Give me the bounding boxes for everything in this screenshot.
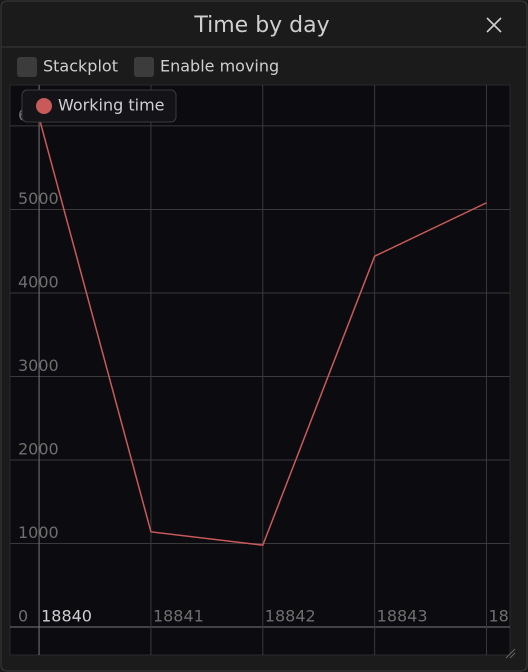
y-tick-label: 0 [18,607,28,626]
checkbox[interactable] [134,57,154,77]
y-tick-label: 1000 [18,523,59,542]
line-series [38,117,487,546]
x-tick-label: 18844 [489,607,528,626]
y-tick-label: 3000 [18,356,59,375]
resize-handle[interactable] [505,648,516,659]
checkbox[interactable] [17,57,37,77]
x-tick-label: 18843 [377,607,428,626]
checkbox-label[interactable]: Stackplot [43,57,118,76]
checkbox-label[interactable]: Enable moving [160,57,279,76]
legend-swatch [36,98,52,114]
plot-area[interactable] [9,84,511,656]
legend-label: Working time [58,96,165,115]
window-title: Time by day [193,13,329,38]
x-tick-label: 18842 [265,607,316,626]
y-tick-label: 2000 [18,439,59,458]
y-tick-label: 4000 [18,272,59,291]
legend-box [21,89,177,123]
legend[interactable]: Working time [21,89,177,123]
x-tick-label: 18841 [153,607,204,626]
y-tick-label: 5000 [18,189,59,208]
x-tick-label: 18840 [41,607,92,626]
close-button[interactable] [486,17,502,33]
